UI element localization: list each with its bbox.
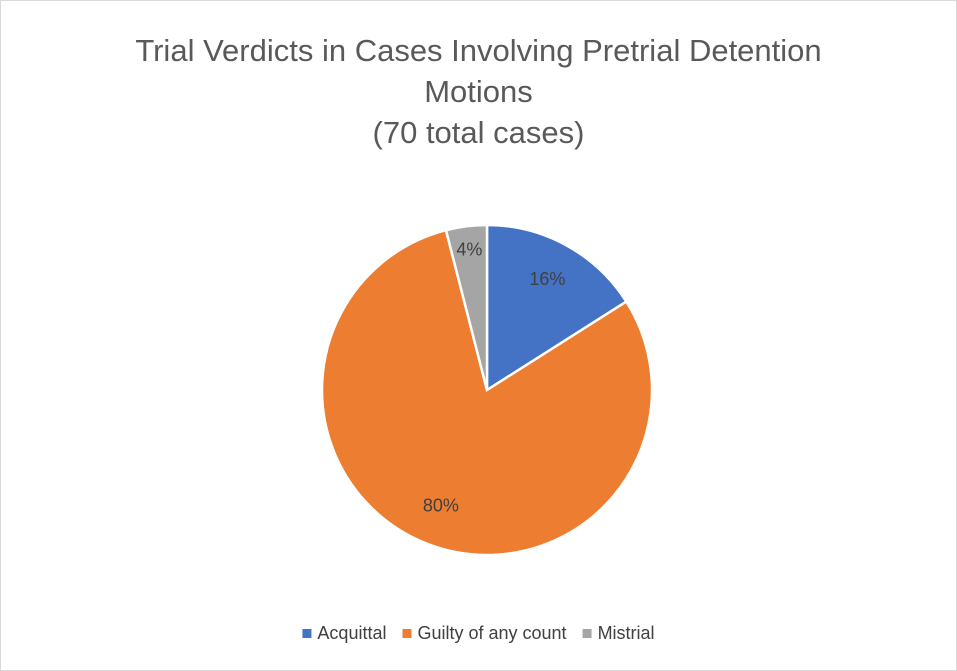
legend-label: Guilty of any count bbox=[417, 623, 566, 643]
data-label: 4% bbox=[456, 240, 482, 260]
pie-slice bbox=[444, 223, 489, 391]
pie-slice bbox=[485, 223, 629, 393]
data-label: 16% bbox=[529, 269, 565, 289]
legend-swatch bbox=[302, 629, 312, 638]
pie-slice bbox=[320, 228, 654, 557]
legend-label: Acquittal bbox=[317, 623, 386, 643]
data-label: 80% bbox=[423, 495, 459, 515]
legend-swatch bbox=[402, 629, 412, 638]
legend-swatch bbox=[582, 629, 592, 638]
title-block: Trial Verdicts in Cases Involving Pretri… bbox=[80, 30, 877, 153]
chart-subtitle: (70 total cases) bbox=[372, 115, 585, 150]
legend-label: Mistrial bbox=[598, 623, 655, 643]
chart-title: Trial Verdicts in Cases Involving Pretri… bbox=[135, 33, 822, 109]
